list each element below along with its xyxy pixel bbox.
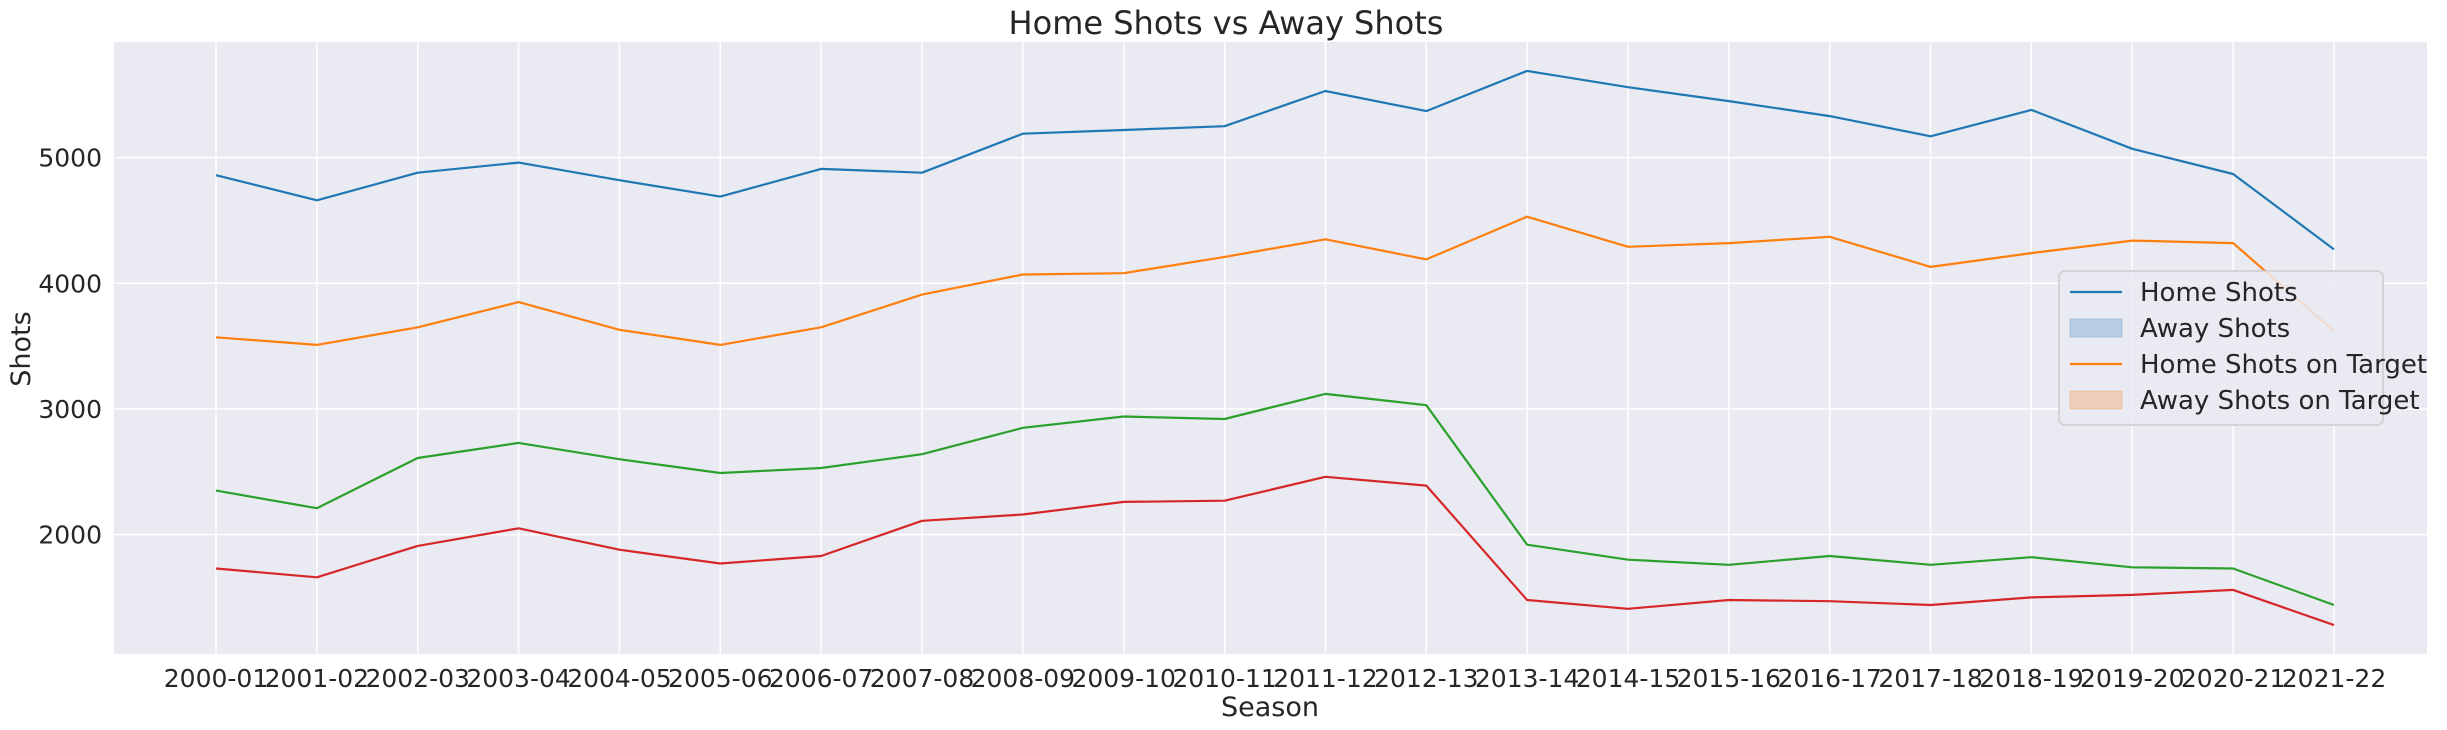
- legend-label: Home Shots: [2140, 278, 2298, 308]
- series-line-2: [215, 215, 2335, 346]
- y-tick-label: 3000: [38, 395, 102, 424]
- series-line-1: [215, 69, 2335, 251]
- legend-swatch-patch: [2069, 318, 2123, 338]
- x-tick-label: 2016-17: [1777, 664, 1881, 693]
- x-tick-label: 2005-06: [668, 664, 772, 693]
- x-tick-label: 2015-16: [1677, 664, 1781, 693]
- x-tick-label: 2019-20: [2080, 664, 2184, 693]
- x-tick-label: 2010-11: [1172, 664, 1276, 693]
- x-tick-labels: 2000-012001-022002-032003-042004-052005-…: [164, 664, 2386, 693]
- x-tick-label: 2020-21: [2181, 664, 2285, 693]
- x-tick-label: 2002-03: [365, 664, 469, 693]
- x-tick-label: 2014-15: [1576, 664, 1680, 693]
- x-tick-label: 2000-01: [164, 664, 268, 693]
- x-tick-label: 2006-07: [769, 664, 873, 693]
- x-tick-label: 2018-19: [1979, 664, 2083, 693]
- x-axis-label: Season: [1221, 692, 1319, 723]
- chart-title: Home Shots vs Away Shots: [1009, 4, 1444, 42]
- x-tick-label: 2009-10: [1071, 664, 1175, 693]
- x-tick-label: 2017-18: [1878, 664, 1982, 693]
- x-tick-label: 2008-09: [971, 664, 1075, 693]
- x-tick-label: 2007-08: [870, 664, 974, 693]
- y-tick-label: 4000: [38, 269, 102, 298]
- legend: Home Shots Away Shots Home Shots on Target…: [2058, 270, 2427, 426]
- x-tick-label: 2013-14: [1475, 664, 1579, 693]
- x-tick-label: 2011-12: [1273, 664, 1377, 693]
- legend-swatch-patch: [2069, 390, 2123, 410]
- y-tick-labels: 2000 3000 4000 5000: [38, 144, 102, 550]
- series-line-4: [215, 475, 2335, 627]
- x-tick-label: 2003-04: [466, 664, 570, 693]
- legend-label: Away Shots: [2140, 314, 2290, 344]
- legend-label: Home Shots on Target: [2140, 350, 2427, 380]
- legend-label: Away Shots on Target: [2140, 386, 2420, 416]
- legend-box: [2058, 270, 2384, 426]
- plot-area: [114, 42, 2427, 654]
- y-tick-label: 5000: [38, 144, 102, 173]
- grid-y: [114, 156, 2427, 536]
- x-tick-label: 2004-05: [567, 664, 671, 693]
- x-tick-label: 2021-22: [2282, 664, 2386, 693]
- series-line-3: [215, 392, 2335, 607]
- y-tick-label: 2000: [38, 521, 102, 550]
- x-tick-label: 2001-02: [265, 664, 369, 693]
- y-axis-label: Shots: [6, 311, 37, 386]
- x-tick-label: 2012-13: [1374, 664, 1478, 693]
- series-lines: [215, 69, 2335, 627]
